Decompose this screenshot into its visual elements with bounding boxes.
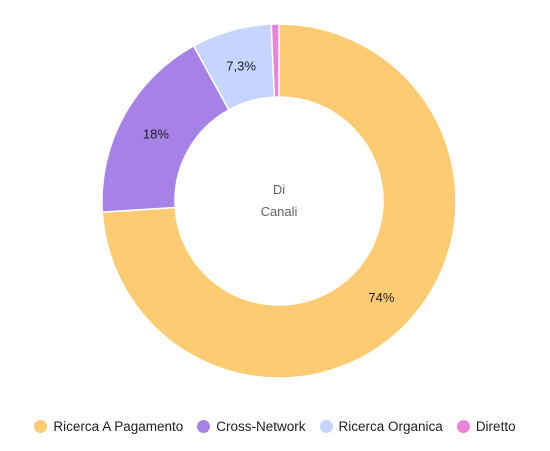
legend-label: Cross-Network — [216, 418, 306, 434]
legend-label: Diretto — [475, 418, 516, 434]
chart-legend: Ricerca A Pagamento Cross-Network Ricerca … — [0, 414, 550, 438]
data-label-ricerca-a-pagamento: 74% — [368, 290, 394, 305]
donut-slice-cross-network[interactable] — [101, 44, 230, 213]
donut-chart: 74% 18% 7,3% Di Canali — [101, 23, 457, 379]
slice-labels: 74% 18% 7,3% — [143, 59, 395, 305]
data-label-cross-network: 18% — [143, 126, 169, 141]
legend-swatch — [456, 419, 470, 433]
donut-slices — [101, 23, 457, 379]
legend-swatch — [319, 419, 333, 433]
data-label-ricerca-organica: 7,3% — [226, 59, 256, 74]
center-label-line-2: Canali — [261, 204, 298, 219]
legend-item-ricerca-organica[interactable]: Ricerca Organica — [319, 418, 443, 434]
donut-slice-ricerca-a-pagamento[interactable] — [101, 23, 457, 379]
legend-swatch — [197, 419, 211, 433]
legend-item-diretto[interactable]: Diretto — [456, 418, 516, 434]
legend-label: Ricerca Organica — [338, 418, 443, 434]
legend-swatch — [34, 419, 48, 433]
legend-item-ricerca-a-pagamento[interactable]: Ricerca A Pagamento — [34, 419, 183, 434]
donut-slice-diretto[interactable] — [270, 23, 280, 98]
legend-item-cross-network[interactable]: Cross-Network — [197, 418, 306, 434]
center-label-line-1: Di — [273, 182, 285, 197]
legend-label: Ricerca A Pagamento — [53, 418, 184, 434]
